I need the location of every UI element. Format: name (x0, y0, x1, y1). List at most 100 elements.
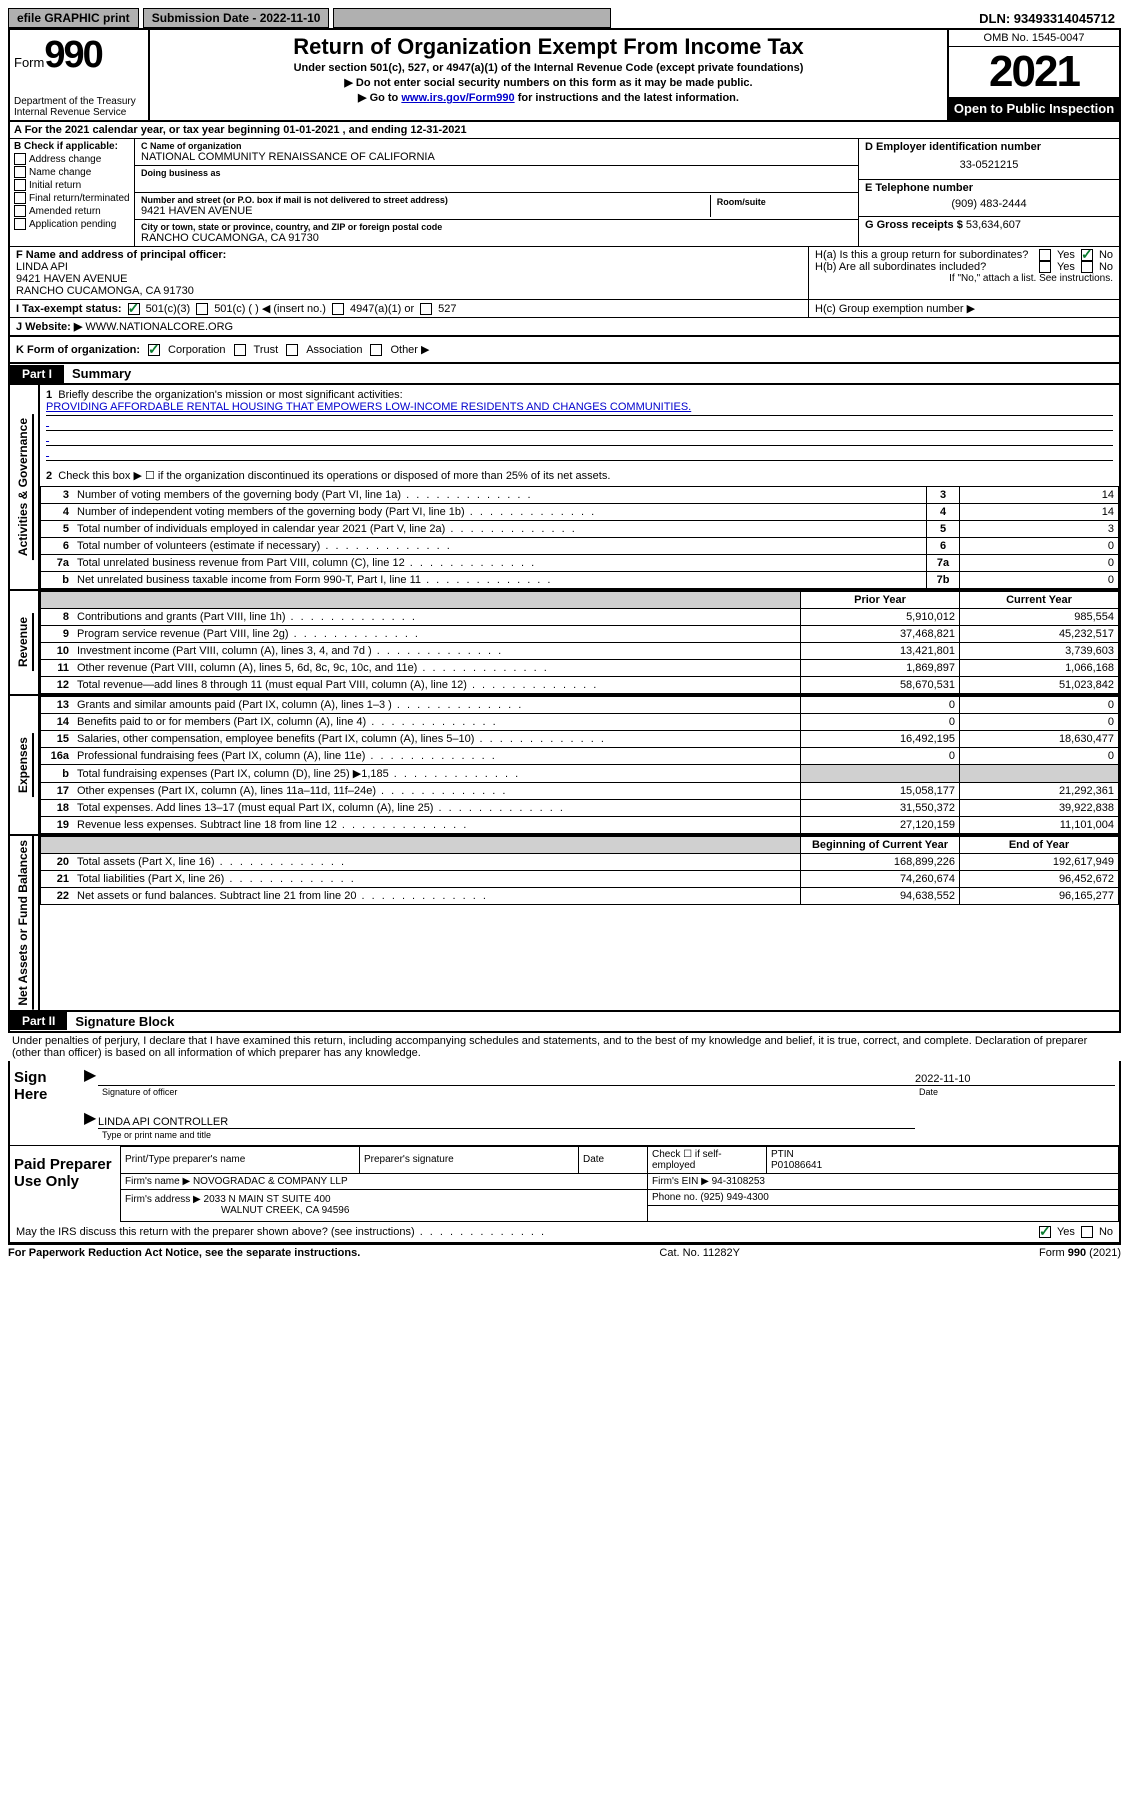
info-grid: B Check if applicable: Address change Na… (10, 139, 1119, 246)
section-c: C Name of organization NATIONAL COMMUNIT… (135, 139, 859, 246)
part2-label: Part II (10, 1012, 67, 1030)
h-b: H(b) Are all subordinates included? Yes … (815, 261, 1113, 273)
row-i: I Tax-exempt status: 501(c)(3) 501(c) ( … (10, 299, 1119, 317)
city-state-zip: RANCHO CUCAMONGA, CA 91730 (141, 232, 852, 244)
paid-preparer-label: Paid Preparer Use Only (10, 1146, 120, 1222)
part1-header: Part I Summary (8, 364, 1121, 385)
hb-note: If "No," attach a list. See instructions… (815, 273, 1113, 284)
hb-yes[interactable] (1039, 261, 1051, 273)
gross-receipts: 53,634,607 (966, 219, 1021, 231)
section-b: B Check if applicable: Address change Na… (10, 139, 135, 246)
telephone: (909) 483-2444 (865, 194, 1113, 214)
footer: For Paperwork Reduction Act Notice, see … (8, 1244, 1121, 1259)
h-c: H(c) Group exemption number ▶ (809, 300, 1119, 317)
ha-no[interactable] (1081, 249, 1093, 261)
cb-address-change[interactable]: Address change (14, 153, 130, 165)
g-label: G Gross receipts $ (865, 219, 963, 231)
open-public: Open to Public Inspection (949, 97, 1119, 120)
form-title: Return of Organization Exempt From Incom… (160, 34, 937, 60)
cb-amended[interactable]: Amended return (14, 205, 130, 217)
cb-final-return[interactable]: Final return/terminated (14, 192, 130, 204)
row-j: J Website: ▶ WWW.NATIONALCORE.ORG (10, 317, 1119, 335)
cb-other[interactable] (370, 344, 382, 356)
form-subtitle: Under section 501(c), 527, or 4947(a)(1)… (160, 62, 937, 74)
cb-assoc[interactable] (286, 344, 298, 356)
line-a: A For the 2021 calendar year, or tax yea… (10, 122, 1119, 139)
print-name-label: Print/Type preparer's name (121, 1146, 360, 1173)
mission-text: PROVIDING AFFORDABLE RENTAL HOUSING THAT… (46, 401, 1113, 416)
submission-date-button[interactable]: Submission Date - 2022-11-10 (143, 8, 330, 28)
efile-button[interactable]: efile GRAPHIC print (8, 8, 139, 28)
cb-trust[interactable] (234, 344, 246, 356)
officer-name: LINDA API (16, 261, 802, 273)
street-address: 9421 HAVEN AVENUE (141, 205, 710, 217)
row-klm: K Form of organization: Corporation Trus… (8, 337, 1121, 364)
gov-section: Activities & Governance 1 Briefly descri… (8, 385, 1121, 591)
part2-title: Signature Block (67, 1012, 182, 1031)
note-post: for instructions and the latest informat… (515, 92, 739, 104)
firm-addr2: WALNUT CREEK, CA 94596 (221, 1205, 349, 1216)
e-label: E Telephone number (865, 182, 1113, 194)
arrow-icon: ▶ (84, 1065, 98, 1085)
prep-sig-label: Preparer's signature (360, 1146, 579, 1173)
line1-label: Briefly describe the organization's miss… (58, 389, 402, 401)
note-pre: ▶ Go to (358, 92, 401, 104)
rev-section: Revenue Prior YearCurrent Year8Contribut… (8, 591, 1121, 696)
cb-527[interactable] (420, 303, 432, 315)
firm-name: NOVOGRADAC & COMPANY LLP (193, 1176, 348, 1187)
form-label: Form (14, 55, 44, 70)
city-label: City or town, state or province, country… (141, 222, 852, 232)
discuss-yes[interactable] (1039, 1226, 1051, 1238)
irs-link[interactable]: www.irs.gov/Form990 (401, 92, 514, 104)
arrow-icon2: ▶ (84, 1108, 98, 1128)
ptin-label: PTIN (771, 1149, 794, 1160)
signature-block: Sign Here ▶ 2022-11-10 Signature of offi… (8, 1061, 1121, 1244)
officer-name-title: LINDA API CONTROLLER (98, 1116, 915, 1128)
part2-header: Part II Signature Block (8, 1012, 1121, 1033)
cb-501c[interactable] (196, 303, 208, 315)
cb-initial-return[interactable]: Initial return (14, 179, 130, 191)
exp-section: Expenses 13Grants and similar amounts pa… (8, 696, 1121, 836)
gov-sidelabel: Activities & Governance (14, 414, 34, 560)
form-header: Form990 Department of the Treasury Inter… (8, 30, 1121, 122)
cb-501c3[interactable] (128, 303, 140, 315)
cb-4947[interactable] (332, 303, 344, 315)
b-label: B Check if applicable: (14, 141, 130, 152)
discuss-no[interactable] (1081, 1226, 1093, 1238)
cb-app-pending[interactable]: Application pending (14, 218, 130, 230)
firm-name-label: Firm's name ▶ (125, 1176, 190, 1187)
net-section: Net Assets or Fund Balances Beginning of… (8, 836, 1121, 1012)
ha-yes[interactable] (1039, 249, 1051, 261)
header-left: Form990 Department of the Treasury Inter… (10, 30, 150, 120)
hb-no[interactable] (1081, 261, 1093, 273)
website: WWW.NATIONALCORE.ORG (85, 321, 233, 333)
tax-year: 2021 (949, 47, 1119, 97)
sig-date: 2022-11-10 (915, 1073, 1115, 1085)
footer-left: For Paperwork Reduction Act Notice, see … (8, 1247, 360, 1259)
j-label: J Website: ▶ (16, 321, 82, 333)
addr-label: Number and street (or P.O. box if mail i… (141, 195, 710, 205)
firm-addr-label: Firm's address ▶ (125, 1194, 201, 1205)
sig-officer-label: Signature of officer (98, 1085, 915, 1098)
cb-corp[interactable] (148, 344, 160, 356)
prep-date-label: Date (579, 1146, 648, 1173)
section-ag: A For the 2021 calendar year, or tax yea… (8, 122, 1121, 337)
officer-addr1: 9421 HAVEN AVENUE (16, 273, 802, 285)
rev-sidelabel: Revenue (14, 613, 34, 671)
form-number: 990 (44, 34, 101, 76)
dln-label: DLN: 93493314045712 (973, 9, 1121, 28)
footer-mid: Cat. No. 11282Y (659, 1247, 740, 1259)
self-employed[interactable]: Check ☐ if self-employed (648, 1146, 767, 1173)
exp-sidelabel: Expenses (14, 733, 34, 797)
cb-name-change[interactable]: Name change (14, 166, 130, 178)
part1-title: Summary (64, 364, 139, 383)
line2-label: Check this box ▶ ☐ if the organization d… (58, 470, 610, 482)
omb-number: OMB No. 1545-0047 (949, 30, 1119, 47)
h-a: H(a) Is this a group return for subordin… (815, 249, 1113, 261)
ptin: P01086641 (771, 1160, 822, 1171)
firm-addr1: 2033 N MAIN ST SUITE 400 (204, 1194, 331, 1205)
type-name-label: Type or print name and title (98, 1128, 915, 1141)
discuss-question: May the IRS discuss this return with the… (16, 1226, 415, 1238)
firm-ein-label: Firm's EIN ▶ (652, 1176, 709, 1187)
sign-here-label: Sign Here (10, 1061, 80, 1145)
